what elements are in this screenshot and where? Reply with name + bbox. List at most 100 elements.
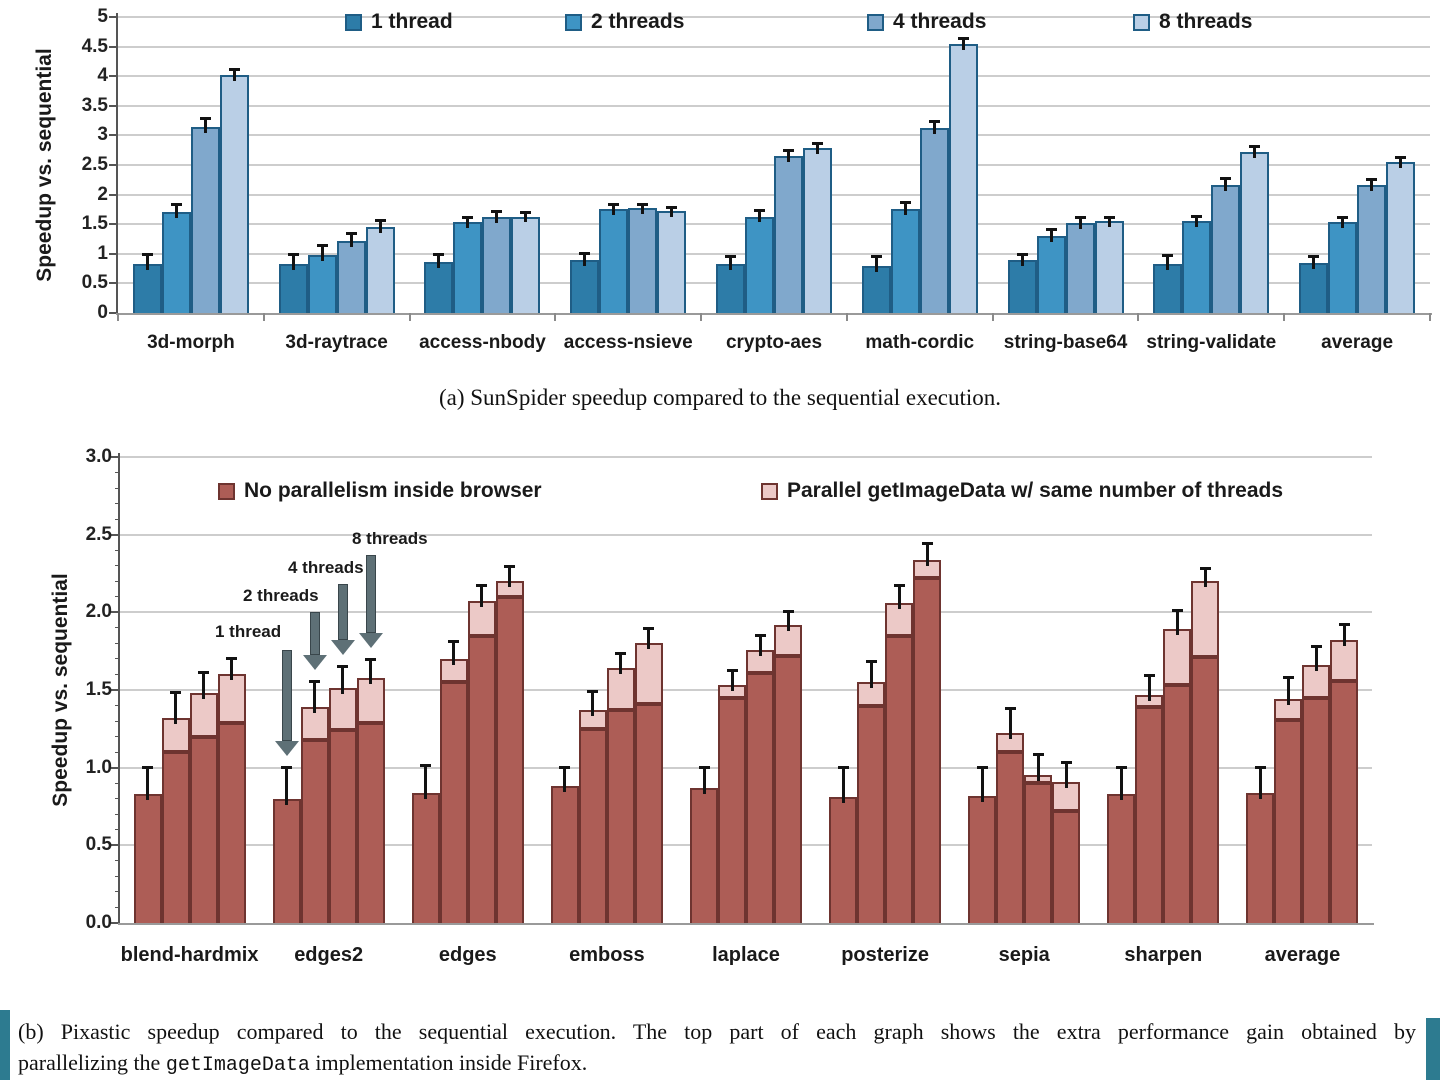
error-bar-cap	[1115, 765, 1127, 769]
error-bar-stem	[1119, 767, 1123, 801]
y-axis-minor-tick	[115, 829, 120, 831]
bar	[1191, 657, 1220, 923]
bar	[716, 263, 745, 313]
error-bar-stem	[1399, 158, 1403, 169]
y-axis-tick	[109, 223, 118, 226]
bar	[132, 264, 162, 313]
accent-bar-left	[0, 1010, 10, 1080]
bar	[550, 786, 579, 923]
annotation-label: 8 threads	[352, 529, 428, 548]
caption-a: (a) SunSpider speedup compared to the se…	[438, 385, 1002, 410]
bar	[1153, 264, 1183, 313]
error-bar-cap	[726, 669, 738, 673]
error-bar-cap	[374, 218, 386, 222]
y-axis-tick	[109, 164, 118, 166]
error-bar-cap	[198, 670, 210, 674]
y-tick-label: 0.5	[85, 834, 112, 856]
y-axis-minor-tick	[115, 705, 120, 707]
error-bar-stem	[1049, 230, 1053, 243]
bar	[690, 787, 718, 923]
bar	[1163, 685, 1192, 923]
bar	[467, 635, 496, 923]
error-bar-cap	[365, 658, 377, 662]
error-bar-cap	[142, 765, 154, 769]
category-label: posterize	[841, 944, 929, 966]
y-axis-minor-tick	[115, 580, 120, 582]
error-bar-stem	[874, 257, 878, 272]
error-bar-cap	[1308, 254, 1320, 258]
y-tick-label: 0.0	[85, 912, 112, 933]
y-axis-minor-tick	[115, 673, 120, 675]
error-bar-stem	[583, 253, 587, 266]
bar	[968, 795, 997, 923]
y-tick-label: 1.0	[85, 756, 112, 778]
bar	[718, 697, 746, 923]
legend-item: 4 threads	[867, 10, 986, 34]
x-axis-tick	[1283, 313, 1286, 321]
error-bar-cap	[337, 664, 349, 668]
error-bar-cap	[1310, 644, 1322, 648]
category-label: blend-hardmix	[120, 944, 259, 966]
bar	[996, 752, 1025, 923]
error-bar-cap	[520, 210, 532, 214]
error-bar-stem	[369, 660, 373, 684]
legend-label: 1 thread	[371, 10, 453, 33]
y-axis-minor-tick	[115, 503, 120, 505]
bar	[885, 635, 914, 923]
y-axis-minor-tick	[115, 565, 120, 567]
error-bar-cap	[1199, 566, 1211, 570]
bar	[1357, 184, 1387, 313]
error-bar-cap	[462, 215, 474, 219]
bar	[1007, 259, 1037, 313]
category-label: string-base64	[1003, 332, 1128, 353]
y-tick-label: 3	[97, 124, 108, 146]
error-bar-stem	[524, 212, 528, 223]
error-bar-stem	[980, 767, 984, 802]
bar	[1302, 697, 1331, 923]
category-label: edges2	[294, 944, 364, 966]
error-bar-cap	[782, 610, 794, 614]
error-bar-stem	[313, 682, 317, 714]
error-bar-stem	[1078, 218, 1082, 229]
y-axis-minor-tick	[115, 456, 120, 458]
gridline	[120, 611, 1372, 614]
legend-label: Parallel getImageData w/ same number of …	[787, 479, 1284, 502]
y-axis-minor-tick	[115, 767, 120, 769]
error-bar-stem	[786, 612, 790, 631]
bar	[336, 240, 366, 313]
bar	[1386, 162, 1416, 313]
error-bar-cap	[228, 68, 240, 72]
error-bar-stem	[202, 672, 206, 700]
down-arrow-icon	[302, 655, 327, 671]
bar	[1135, 707, 1164, 923]
error-bar-stem	[1258, 767, 1262, 799]
error-bar-cap	[1171, 608, 1183, 612]
bar	[774, 655, 802, 923]
error-bar-stem	[1036, 755, 1040, 782]
bar	[482, 216, 512, 313]
arrow-shaft	[309, 612, 320, 656]
error-bar-stem	[437, 254, 441, 269]
down-arrow-icon	[358, 633, 383, 649]
caption-b-code: getImageData	[165, 1054, 310, 1077]
error-bar-cap	[1282, 675, 1294, 679]
error-bar-cap	[491, 209, 503, 213]
y-axis-tick	[109, 193, 118, 196]
bar	[948, 43, 978, 313]
x-axis-tick	[117, 313, 119, 321]
error-bar-stem	[1253, 147, 1257, 158]
error-bar-stem	[961, 38, 965, 50]
error-bar-cap	[928, 119, 940, 123]
bar	[189, 736, 218, 923]
error-bar-stem	[174, 693, 178, 724]
category-label: edges	[438, 944, 497, 966]
error-bar-stem	[341, 666, 345, 695]
bar	[1246, 792, 1275, 923]
y-axis-minor-tick	[115, 736, 120, 738]
bar	[745, 216, 774, 313]
error-bar-stem	[1224, 178, 1228, 191]
accent-bar-right	[1426, 1018, 1440, 1080]
error-bar-cap	[1249, 145, 1261, 149]
error-bar-cap	[448, 639, 460, 643]
error-bar-stem	[841, 767, 845, 804]
